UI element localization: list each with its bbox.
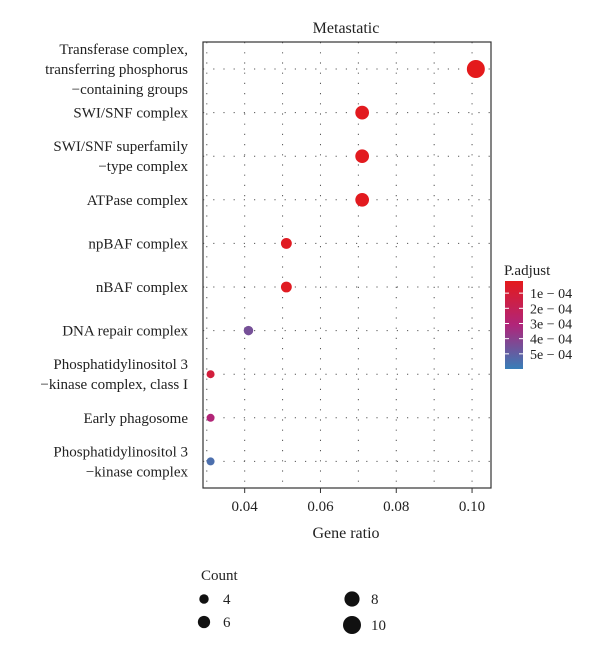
y-tick-label: Early phagosome xyxy=(83,411,188,427)
size-legend-dot xyxy=(199,594,209,604)
x-axis-ticks: 0.04 0.06 0.08 0.10 xyxy=(232,488,485,515)
data-point xyxy=(280,237,292,249)
size-legend-dot xyxy=(343,616,361,634)
data-point xyxy=(355,192,370,207)
data-point xyxy=(355,149,370,164)
y-tick-label: −kinase complex xyxy=(86,464,189,480)
y-tick-label: −containing groups xyxy=(72,82,189,98)
x-axis-label: Gene ratio xyxy=(312,525,379,542)
size-legend-dot xyxy=(197,615,211,629)
data-point xyxy=(206,413,215,422)
y-tick-label: transferring phosphorus xyxy=(45,62,188,78)
data-point xyxy=(280,281,292,293)
data-point xyxy=(206,370,215,379)
color-legend-label: 4e − 04 xyxy=(530,333,572,348)
x-tick-label: 0.04 xyxy=(232,499,259,515)
y-tick-label: SWI/SNF complex xyxy=(73,106,188,122)
data-point xyxy=(243,325,254,336)
y-axis-labels: Transferase complex, transferring phospho… xyxy=(40,42,188,480)
color-legend-label: 3e − 04 xyxy=(530,317,572,332)
size-legend: Count 4 6 8 10 xyxy=(197,568,386,634)
y-tick-label: Phosphatidylinositol 3 xyxy=(53,357,188,373)
color-legend-label: 2e − 04 xyxy=(530,302,572,317)
data-point xyxy=(206,457,215,466)
size-legend-label: 4 xyxy=(223,592,231,608)
color-legend-label: 5e − 04 xyxy=(530,348,572,363)
x-tick-label: 0.06 xyxy=(307,499,334,515)
y-tick-label: ATPase complex xyxy=(87,193,189,209)
data-point xyxy=(355,105,370,120)
size-legend-label: 6 xyxy=(223,615,231,631)
y-tick-label: SWI/SNF superfamily xyxy=(53,139,188,155)
color-legend-label: 1e − 04 xyxy=(530,287,572,302)
y-tick-label: −type complex xyxy=(98,159,188,175)
y-tick-label: nBAF complex xyxy=(96,280,189,296)
y-tick-label: −kinase complex, class I xyxy=(40,377,188,393)
y-tick-label: npBAF complex xyxy=(88,236,188,252)
chart-title: Metastatic xyxy=(313,20,380,37)
size-legend-title: Count xyxy=(201,568,239,584)
x-tick-label: 0.10 xyxy=(459,499,485,515)
size-legend-dot xyxy=(344,591,360,607)
x-tick-label: 0.08 xyxy=(383,499,409,515)
size-legend-label: 10 xyxy=(371,618,386,634)
size-legend-label: 8 xyxy=(371,592,379,608)
y-tick-label: Phosphatidylinositol 3 xyxy=(53,444,188,460)
plot-panel xyxy=(202,41,492,489)
data-points xyxy=(206,60,485,466)
data-point xyxy=(466,60,485,78)
grid xyxy=(203,42,491,488)
color-legend-title: P.adjust xyxy=(504,263,551,279)
y-tick-label: DNA repair complex xyxy=(62,324,188,340)
color-legend-bar xyxy=(505,281,523,369)
y-tick-label: Transferase complex, xyxy=(59,42,188,58)
